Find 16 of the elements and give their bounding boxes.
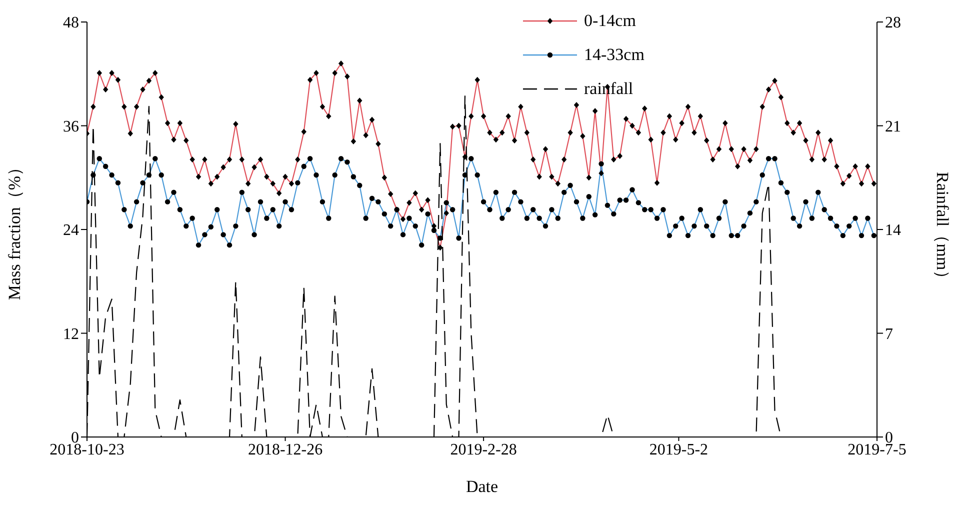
x-tick-label: 2019-5-2 [649, 441, 708, 458]
y-tick-label: 12 [63, 326, 79, 343]
legend-label: 14-33cm [584, 44, 644, 66]
y-tick-label: 36 [63, 118, 79, 136]
y2-tick-label: 14 [885, 222, 901, 240]
x-tick-label: 2019-2-28 [450, 441, 517, 458]
y2-axis-title: Rainfall（mm） [932, 172, 952, 288]
x-tick-label: 2018-12-26 [248, 441, 323, 458]
y2-tick-label: 28 [885, 14, 901, 32]
y-tick-label: 48 [63, 14, 79, 32]
y-tick-label: 24 [63, 222, 79, 240]
x-axis-title: Date [466, 477, 498, 496]
legend-label: 0-14cm [584, 10, 636, 32]
y2-tick-label: 7 [885, 326, 893, 343]
y2-tick-label: 21 [885, 118, 901, 136]
y-axis-title: Mass fraction（%） [5, 158, 24, 300]
